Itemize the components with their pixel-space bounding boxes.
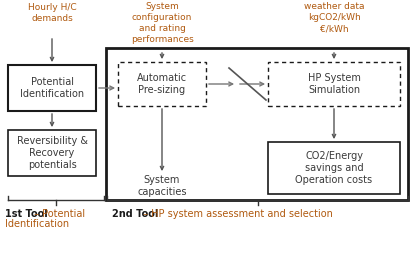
Text: System
capacities: System capacities	[137, 175, 187, 197]
Text: Reversibility &
Recovery
potentials: Reversibility & Recovery potentials	[17, 136, 88, 170]
Text: – Potential: – Potential	[31, 209, 85, 219]
Text: Identification: Identification	[5, 219, 69, 229]
Text: CO2/Energy
savings and
Operation costs: CO2/Energy savings and Operation costs	[295, 151, 373, 185]
Bar	[268, 62, 400, 106]
Text: Hourly H/C
demands: Hourly H/C demands	[28, 3, 76, 23]
Text: 1st Tool: 1st Tool	[5, 209, 48, 219]
Text: 2nd Tool: 2nd Tool	[112, 209, 159, 219]
Text: System
configuration
and rating
performances: System configuration and rating performa…	[131, 2, 193, 44]
Text: Automatic
Pre-sizing: Automatic Pre-sizing	[137, 73, 187, 95]
Text: HP System
Simulation: HP System Simulation	[308, 73, 361, 95]
Bar	[118, 62, 206, 106]
Bar	[8, 65, 96, 111]
Text: weather data
kgCO2/kWh
€/kWh: weather data kgCO2/kWh €/kWh	[304, 2, 364, 33]
Bar	[8, 130, 96, 176]
Text: Potential
Identification: Potential Identification	[20, 77, 84, 99]
Bar	[268, 142, 400, 194]
Bar	[106, 48, 408, 200]
Text: – HP system assessment and selection: – HP system assessment and selection	[140, 209, 333, 219]
